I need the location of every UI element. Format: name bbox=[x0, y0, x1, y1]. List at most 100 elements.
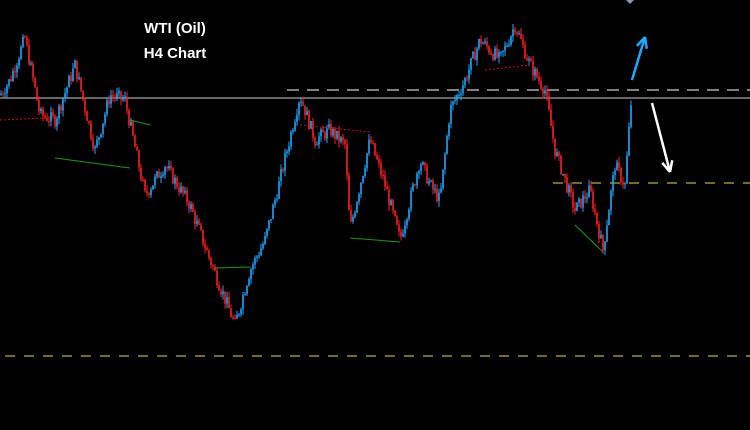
bull-candle bbox=[600, 235, 602, 239]
bear-candle bbox=[206, 248, 208, 251]
bear-candle bbox=[146, 190, 148, 194]
bull-candle bbox=[608, 210, 610, 226]
bear-candle bbox=[572, 192, 574, 208]
bear-candle bbox=[138, 150, 140, 169]
bear-candle bbox=[86, 111, 88, 122]
bull-candle bbox=[150, 189, 152, 195]
bull-candle bbox=[498, 52, 500, 58]
bear-candle bbox=[172, 168, 174, 184]
bear-candle bbox=[230, 308, 232, 318]
bull-candle bbox=[190, 204, 192, 209]
bull-candle bbox=[238, 313, 240, 316]
bull-candle bbox=[96, 139, 98, 147]
bull-candle bbox=[104, 114, 106, 124]
bear-candle bbox=[38, 100, 40, 112]
bull-candle bbox=[320, 129, 322, 137]
bear-candle bbox=[166, 167, 168, 169]
bull-candle bbox=[434, 188, 436, 190]
bull-candle bbox=[270, 219, 272, 221]
bull-candle bbox=[450, 105, 452, 125]
bull-candle bbox=[250, 269, 252, 280]
bear-candle bbox=[372, 142, 374, 144]
bull-candle bbox=[284, 153, 286, 172]
bear-candle bbox=[594, 208, 596, 213]
bear-candle bbox=[348, 175, 350, 211]
bear-candle bbox=[560, 155, 562, 175]
bear-candle bbox=[486, 41, 488, 47]
bull-candle bbox=[630, 105, 632, 127]
bull-candle bbox=[508, 44, 510, 46]
bull-candle bbox=[280, 169, 282, 182]
bear-candle bbox=[474, 52, 476, 61]
bull-candle bbox=[236, 315, 238, 319]
bear-candle bbox=[536, 68, 538, 78]
bear-candle bbox=[312, 121, 314, 138]
bear-candle bbox=[188, 202, 190, 209]
bull-candle bbox=[294, 121, 296, 131]
bull-candle bbox=[164, 167, 166, 175]
bear-candle bbox=[436, 188, 438, 202]
bear-candle bbox=[224, 291, 226, 304]
bear-candle bbox=[178, 187, 180, 193]
bear-candle bbox=[170, 165, 172, 169]
bull-candle bbox=[562, 173, 564, 175]
bull-candle bbox=[402, 233, 404, 237]
bear-candle bbox=[128, 110, 130, 126]
bear-candle bbox=[36, 87, 38, 101]
bull-candle bbox=[364, 168, 366, 177]
bull-candle bbox=[264, 236, 266, 245]
bear-candle bbox=[466, 78, 468, 80]
bear-candle bbox=[60, 105, 62, 111]
bull-candle bbox=[478, 39, 480, 49]
bull-candle bbox=[196, 220, 198, 224]
bull-candle bbox=[578, 198, 580, 203]
bull-candle bbox=[356, 202, 358, 213]
bear-candle bbox=[374, 143, 376, 156]
bear-candle bbox=[492, 54, 494, 60]
bull-candle bbox=[412, 184, 414, 191]
bear-candle bbox=[228, 297, 230, 309]
bull-candle bbox=[616, 162, 618, 171]
bull-candle bbox=[102, 123, 104, 134]
bull-candle bbox=[74, 60, 76, 69]
bull-candle bbox=[472, 52, 474, 58]
bear-candle bbox=[566, 177, 568, 193]
bull-candle bbox=[476, 48, 478, 61]
bull-candle bbox=[278, 181, 280, 199]
bear-candle bbox=[590, 185, 592, 192]
bear-candle bbox=[414, 184, 416, 186]
down-arrow-icon-head bbox=[661, 161, 671, 173]
bear-candle bbox=[212, 265, 214, 267]
bull-candle bbox=[168, 165, 170, 169]
bear-candle bbox=[140, 168, 142, 180]
bull-candle bbox=[276, 198, 278, 201]
bull-candle bbox=[588, 185, 590, 198]
bull-candle bbox=[438, 192, 440, 202]
bull-candle bbox=[160, 176, 162, 178]
bull-candle bbox=[452, 101, 454, 106]
bear-candle bbox=[314, 137, 316, 146]
bull-candle bbox=[502, 50, 504, 52]
bull-candle bbox=[606, 225, 608, 242]
bull-candle bbox=[458, 94, 460, 96]
bear-candle bbox=[526, 58, 528, 61]
bull-candle bbox=[306, 110, 308, 116]
bull-candle bbox=[154, 176, 156, 186]
bear-candle bbox=[176, 177, 178, 188]
bull-candle bbox=[624, 183, 626, 185]
bull-candle bbox=[0, 93, 2, 95]
marker-icon bbox=[626, 0, 634, 4]
bear-candle bbox=[26, 37, 28, 45]
bull-candle bbox=[568, 185, 570, 193]
bear-candle bbox=[108, 100, 110, 104]
bull-candle bbox=[122, 98, 124, 100]
bull-candle bbox=[50, 112, 52, 122]
bear-candle bbox=[602, 235, 604, 251]
bull-candle bbox=[442, 169, 444, 189]
bear-candle bbox=[70, 75, 72, 81]
down-arrow-icon-shaft bbox=[650, 102, 672, 173]
bear-candle bbox=[126, 96, 128, 111]
bull-candle bbox=[288, 146, 290, 152]
bull-candle bbox=[222, 291, 224, 295]
bull-candle bbox=[274, 200, 276, 205]
